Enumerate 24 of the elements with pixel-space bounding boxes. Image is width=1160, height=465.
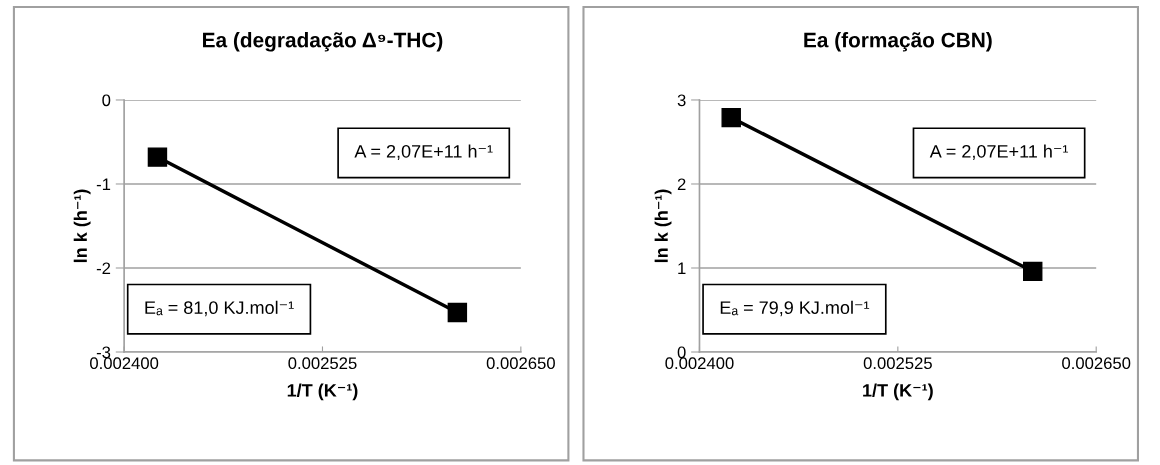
y-tick-label: 0 bbox=[677, 346, 686, 359]
x-tick-label: 0.002525 bbox=[863, 357, 932, 370]
annotation: A = 2,07E+11 h⁻¹ bbox=[929, 144, 1069, 160]
y-tick-label: -3 bbox=[96, 346, 111, 359]
y-tick-label: 1 bbox=[678, 262, 686, 275]
annotation: A = 2,07E+11 h⁻¹ bbox=[354, 144, 493, 160]
x-axis-title: 1/T (K⁻¹) bbox=[863, 383, 933, 401]
y-axis-title: ln k (h⁻¹) bbox=[73, 189, 91, 263]
y-axis-title: ln k (h⁻¹) bbox=[654, 189, 672, 263]
x-axis-title: 1/T (K⁻¹) bbox=[287, 383, 358, 401]
annotation: Eₐ = 81,0 KJ.mol⁻¹ bbox=[145, 300, 294, 317]
x-tick-label: 0.002400 bbox=[90, 357, 159, 370]
x-tick-label: 0.002400 bbox=[665, 357, 734, 370]
chart-title: Ea (formação CBN) bbox=[804, 32, 992, 52]
chart-title: Ea (degradação Δ⁹-THC) bbox=[203, 32, 443, 52]
x-tick-label: 0.002650 bbox=[486, 357, 555, 370]
y-tick-label: 0 bbox=[102, 94, 111, 107]
x-tick-label: 0.002525 bbox=[288, 357, 357, 370]
x-tick-label: 0.002650 bbox=[1062, 357, 1131, 370]
y-tick-label: -1 bbox=[96, 178, 111, 191]
y-tick-label: 2 bbox=[677, 178, 686, 191]
annotation: Eₐ = 79,9 KJ.mol⁻¹ bbox=[720, 300, 870, 317]
y-tick-label: 3 bbox=[677, 94, 686, 107]
y-tick-label: -2 bbox=[96, 262, 111, 275]
